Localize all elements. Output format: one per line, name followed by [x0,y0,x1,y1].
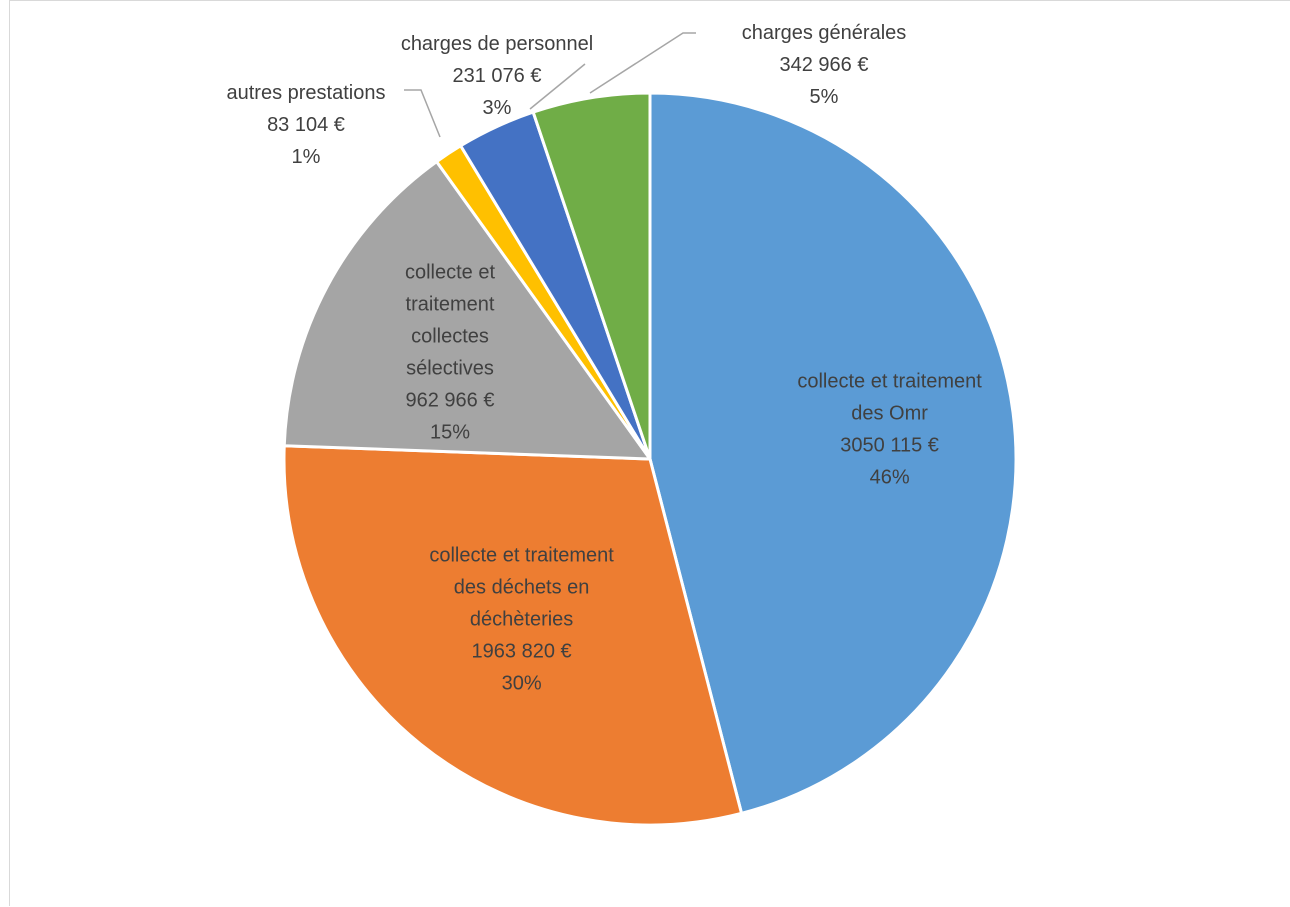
pie-slice-5 [531,91,652,461]
pie-chart: collecte et traitement des Omr 3050 115 € 4… [227,22,1018,827]
slice-3-percent: 1% [292,146,321,168]
slice-5-label-line: charges générales [742,22,907,44]
leader-line-5 [589,32,696,94]
slice-1-percent: 30% [502,673,542,695]
slice-1-label-line: collecte et traitement [429,545,614,567]
slice-5-percent: 5% [810,86,839,108]
data-label-4: charges de personnel 231 076 € 3% [401,33,593,119]
pie-slice-2 [282,160,652,461]
pie-slice-0 [648,91,1018,815]
data-label-0: collecte et traitement des Omr 3050 115 € 4… [797,371,982,489]
slice-2-value: 962 966 € [406,390,495,412]
slice-2-percent: 15% [430,422,470,444]
slice-1-label-line: déchèteries [470,609,573,631]
slice-0-value: 3050 115 € [840,435,939,457]
slice-1-value: 1963 820 € [472,641,572,663]
data-label-1: collecte et traitement des déchets en déch… [429,545,614,695]
slice-4-percent: 3% [483,97,512,119]
slice-0-label-line: collecte et traitement [797,371,982,393]
slice-4-value: 231 076 € [453,65,542,87]
slice-1-label-line: des déchets en [454,577,590,599]
slice-5-value: 342 966 € [780,54,869,76]
slice-4-label-line: charges de personnel [401,33,593,55]
data-label-3: autres prestations 83 104 € 1% [227,82,386,168]
chart-area: collecte et traitement des Omr 3050 115 € 4… [9,0,1290,906]
slice-2-label-line: traitement [406,294,495,316]
slice-2-label-line: collecte et [405,262,495,284]
data-label-5: charges générales 342 966 € 5% [742,22,907,108]
leader-line-3 [404,89,441,138]
slice-2-label-line: collectes [411,326,489,348]
slice-3-label-line: autres prestations [227,82,386,104]
slice-0-label-line: des Omr [851,403,928,425]
leader-line-4 [529,63,586,110]
pie-slice-1 [282,444,744,827]
slice-3-value: 83 104 € [267,114,345,136]
slice-0-percent: 46% [870,467,910,489]
data-label-2: collecte et traitement collectes sélectives… [405,262,495,444]
slice-2-label-line: sélectives [406,358,494,380]
